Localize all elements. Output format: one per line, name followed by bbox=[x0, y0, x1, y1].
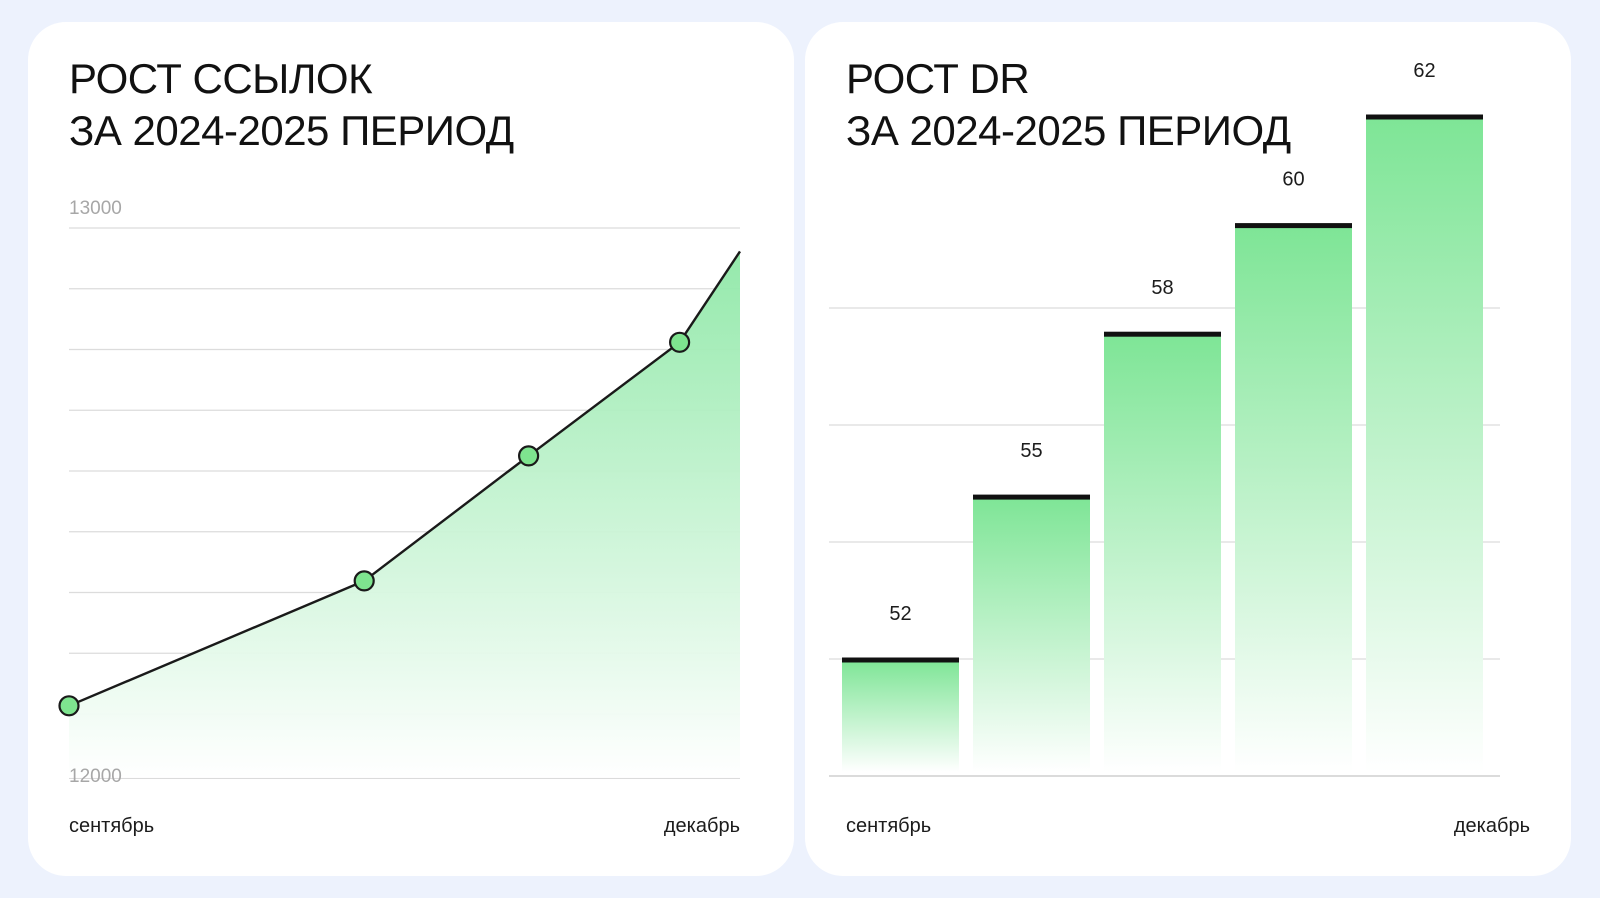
bar bbox=[1104, 334, 1221, 772]
bar bbox=[1235, 225, 1352, 773]
bar-value-label: 52 bbox=[889, 603, 911, 625]
data-point bbox=[518, 445, 540, 467]
area-series bbox=[58, 250, 741, 778]
dr-title-line1: РОСТ DR bbox=[846, 55, 1030, 102]
links-chart-title: РОСТ ССЫЛОК ЗА 2024-2025 ПЕРИОД bbox=[69, 53, 514, 157]
x-label-start: сентябрь bbox=[69, 815, 154, 837]
links-title-line1: РОСТ ССЫЛОК bbox=[69, 55, 373, 102]
bar bbox=[1366, 117, 1483, 772]
x-label-end: декабрь bbox=[1454, 815, 1530, 837]
x-label-start: сентябрь bbox=[846, 815, 931, 837]
links-growth-card: РОСТ ССЫЛОК ЗА 2024-2025 ПЕРИОД 13000 12… bbox=[28, 22, 794, 876]
bar bbox=[842, 660, 959, 772]
bar-top-cap bbox=[973, 494, 1090, 500]
dr-chart-title: РОСТ DR ЗА 2024-2025 ПЕРИОД bbox=[846, 53, 1291, 157]
bar-value-label: 55 bbox=[1020, 440, 1042, 462]
data-point bbox=[353, 570, 375, 592]
links-title-line2: ЗА 2024-2025 ПЕРИОД bbox=[69, 107, 514, 154]
bar-top-cap bbox=[1235, 223, 1352, 229]
bar-value-label: 60 bbox=[1282, 169, 1304, 191]
x-label-end: декабрь bbox=[664, 815, 740, 837]
bar-top-cap bbox=[1104, 331, 1221, 337]
y-tick-top: 13000 bbox=[69, 198, 122, 219]
dr-growth-card: РОСТ DR ЗА 2024-2025 ПЕРИОД 52 55 58 60 62 се… bbox=[805, 22, 1571, 876]
bar-value-label: 62 bbox=[1413, 60, 1435, 82]
bar bbox=[973, 497, 1090, 772]
links-area-chart: 13000 12000 сентябрь декабрь bbox=[58, 198, 741, 837]
area-fill bbox=[69, 251, 740, 778]
y-tick-bottom: 12000 bbox=[69, 766, 122, 787]
bar-series: 52 55 58 60 62 bbox=[842, 60, 1483, 773]
data-point bbox=[668, 331, 691, 353]
dr-title-line2: ЗА 2024-2025 ПЕРИОД bbox=[846, 107, 1291, 154]
dr-bar-chart: 52 55 58 60 62 сентябрь декабрь bbox=[829, 60, 1530, 837]
bar-top-cap bbox=[842, 657, 959, 663]
bar-value-label: 58 bbox=[1151, 277, 1173, 299]
data-point bbox=[58, 695, 80, 717]
bar-top-cap bbox=[1366, 114, 1483, 120]
